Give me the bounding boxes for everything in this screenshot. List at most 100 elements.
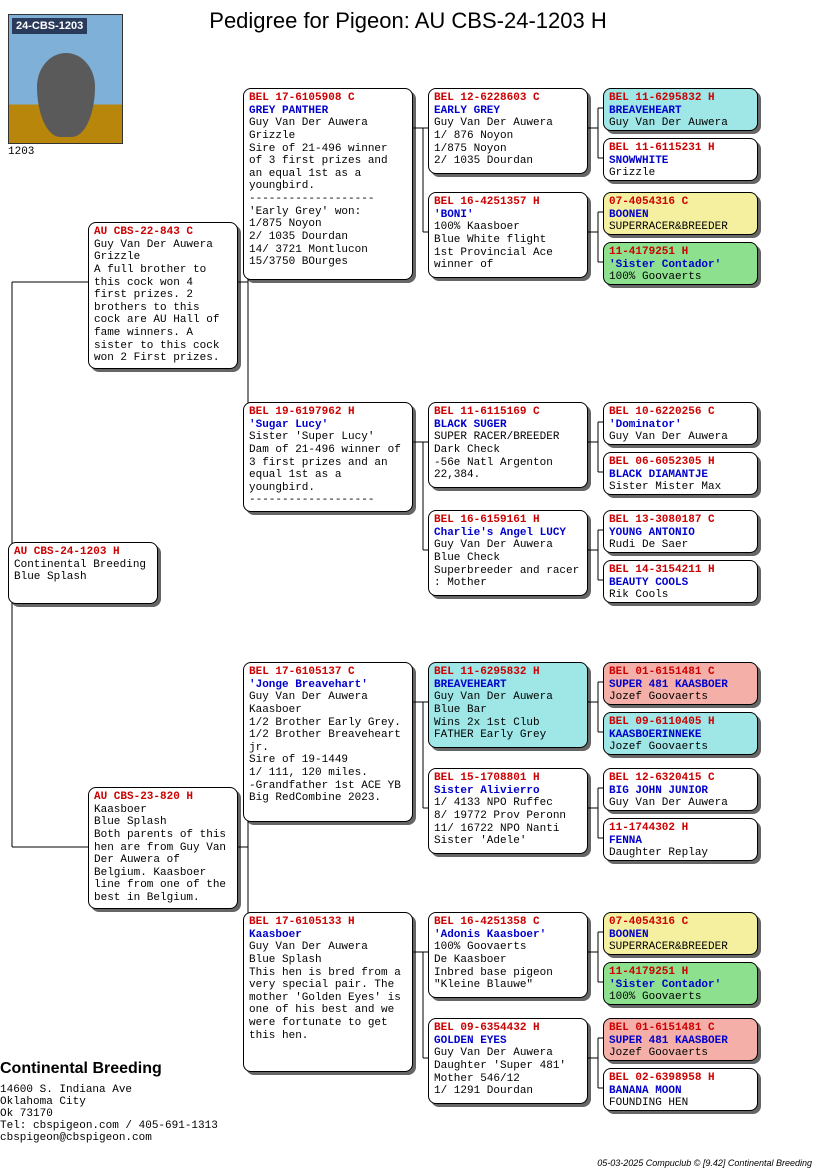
- ring-number: BEL 15-1708801 H: [434, 772, 582, 785]
- company-block: Continental Breeding 14600 S. Indiana Av…: [0, 1060, 218, 1144]
- ring-number: BEL 02-6398958 H: [609, 1072, 752, 1085]
- pigeon-name: BREAVEHEART: [434, 679, 582, 692]
- grandparent-box: BEL 19-6197962 H'Sugar Lucy'Sister 'Supe…: [243, 402, 413, 512]
- gggp-box: 07-4054316 CBOONENSUPERRACER&BREEDER: [603, 912, 758, 955]
- ring-number: BEL 14-3154211 H: [609, 564, 752, 577]
- gggp-box: 07-4054316 CBOONENSUPERRACER&BREEDER: [603, 192, 758, 235]
- ring-number: 11-1744302 H: [609, 822, 752, 835]
- pigeon-name: 'Sugar Lucy': [249, 419, 407, 432]
- pedigree-grid: AU CBS-24-1203 HContinental BreedingBlue…: [8, 42, 808, 1132]
- pigeon-name: BOONEN: [609, 929, 752, 942]
- ring-number: BEL 13-3080187 C: [609, 514, 752, 527]
- pigeon-desc: Rudi De Saer: [609, 539, 752, 552]
- subject-box: AU CBS-24-1203 HContinental BreedingBlue…: [8, 542, 158, 604]
- company-name: Continental Breeding: [0, 1060, 218, 1078]
- ring-number: 07-4054316 C: [609, 916, 752, 929]
- pigeon-name: SUPER 481 KAASBOER: [609, 679, 752, 692]
- ring-number: BEL 12-6320415 C: [609, 772, 752, 785]
- pigeon-name: BEAUTY COOLS: [609, 577, 752, 590]
- ring-number: BEL 01-6151481 C: [609, 666, 752, 679]
- ring-number: BEL 17-6105137 C: [249, 666, 407, 679]
- pigeon-desc: Guy Van Der AuweraGrizzleSire of 21-496 …: [249, 117, 407, 269]
- ring-number: 07-4054316 C: [609, 196, 752, 209]
- ring-number: AU CBS-22-843 C: [94, 226, 232, 239]
- great-grandparent-box: BEL 16-4251357 H'BONI'100% KaasboerBlue …: [428, 192, 588, 278]
- photo-band-label: 24-CBS-1203: [12, 18, 87, 34]
- pigeon-name: BOONEN: [609, 209, 752, 222]
- pigeon-name: Sister Alivierro: [434, 785, 582, 798]
- dam-box: AU CBS-23-820 HKaasboerBlue SplashBoth p…: [88, 787, 238, 909]
- pigeon-name: BLACK DIAMANTJE: [609, 469, 752, 482]
- page-footer: 05-03-2025 Compuclub © [9.42] Continenta…: [597, 1158, 812, 1168]
- pigeon-name: 'BONI': [434, 209, 582, 222]
- ring-number: BEL 16-4251358 C: [434, 916, 582, 929]
- pigeon-desc: Guy Van Der AuweraGrizzleA full brother …: [94, 239, 232, 365]
- ring-number: BEL 11-6115169 C: [434, 406, 582, 419]
- pigeon-name: 'Jonge Breavehart': [249, 679, 407, 692]
- pigeon-name: GOLDEN EYES: [434, 1035, 582, 1048]
- ring-number: BEL 09-6110405 H: [609, 716, 752, 729]
- pigeon-desc: Guy Van Der Auwera: [609, 117, 752, 130]
- pigeon-desc: Rik Cools: [609, 589, 752, 602]
- company-tel: Tel: cbspigeon.com / 405-691-1313: [0, 1120, 218, 1132]
- great-grandparent-box: BEL 15-1708801 HSister Alivierro1/ 4133 …: [428, 768, 588, 854]
- pigeon-desc: SUPER RACER/BREEDERDark Check-56e Natl A…: [434, 431, 582, 482]
- pigeon-desc: 100% GoovaertsDe KaasboerInbred base pig…: [434, 941, 582, 992]
- pigeon-name: FENNA: [609, 835, 752, 848]
- gggp-box: BEL 11-6295832 HBREAVEHEARTGuy Van Der A…: [603, 88, 758, 131]
- pigeon-desc: KaasboerBlue SplashBoth parents of this …: [94, 804, 232, 905]
- great-grandparent-box: BEL 16-6159161 HCharlie's Angel LUCYGuy …: [428, 510, 588, 596]
- ring-number: BEL 19-6197962 H: [249, 406, 407, 419]
- ring-number: BEL 17-6105908 C: [249, 92, 407, 105]
- pigeon-name: BREAVEHEART: [609, 105, 752, 118]
- pigeon-name: EARLY GREY: [434, 105, 582, 118]
- pigeon-desc: SUPERRACER&BREEDER: [609, 221, 752, 234]
- gggp-box: BEL 06-6052305 HBLACK DIAMANTJESister Mi…: [603, 452, 758, 495]
- page-title: Pedigree for Pigeon: AU CBS-24-1203 H: [8, 8, 808, 34]
- ring-number: AU CBS-23-820 H: [94, 791, 232, 804]
- gggp-box: BEL 11-6115231 HSNOWWHITEGrizzle: [603, 138, 758, 181]
- pigeon-desc: Guy Van Der AuweraKaasboer1/2 Brother Ea…: [249, 691, 407, 805]
- great-grandparent-box: BEL 16-4251358 C'Adonis Kaasboer'100% Go…: [428, 912, 588, 998]
- pigeon-name: Charlie's Angel LUCY: [434, 527, 582, 540]
- pigeon-desc: Jozef Goovaerts: [609, 1047, 752, 1060]
- company-addr1: 14600 S. Indiana Ave: [0, 1084, 218, 1096]
- ring-number: BEL 01-6151481 C: [609, 1022, 752, 1035]
- pigeon-name: SNOWWHITE: [609, 155, 752, 168]
- ring-number: BEL 16-4251357 H: [434, 196, 582, 209]
- great-grandparent-box: BEL 11-6295832 HBREAVEHEARTGuy Van Der A…: [428, 662, 588, 748]
- pigeon-name: BANANA MOON: [609, 1085, 752, 1098]
- pigeon-desc: Guy Van Der Auwera: [609, 431, 752, 444]
- gggp-box: 11-4179251 H'Sister Contador'100% Goovae…: [603, 242, 758, 285]
- company-email: cbspigeon@cbspigeon.com: [0, 1132, 218, 1144]
- ring-number: BEL 11-6115231 H: [609, 142, 752, 155]
- pigeon-name: 'Dominator': [609, 419, 752, 432]
- gggp-box: BEL 10-6220256 C'Dominator'Guy Van Der A…: [603, 402, 758, 445]
- grandparent-box: BEL 17-6105133 HKaasboerGuy Van Der Auwe…: [243, 912, 413, 1072]
- pigeon-desc: 1/ 4133 NPO Ruffec8/ 19772 Prov Peronn11…: [434, 797, 582, 848]
- pigeon-desc: Grizzle: [609, 167, 752, 180]
- pigeon-name: SUPER 481 KAASBOER: [609, 1035, 752, 1048]
- grandparent-box: BEL 17-6105908 CGREY PANTHERGuy Van Der …: [243, 88, 413, 280]
- pigeon-desc: Guy Van Der AuweraDaughter 'Super 481'Mo…: [434, 1047, 582, 1098]
- pigeon-desc: Continental BreedingBlue Splash: [14, 559, 152, 584]
- pigeon-desc: 100% Goovaerts: [609, 991, 752, 1004]
- ring-number: 11-4179251 H: [609, 966, 752, 979]
- pigeon-name: GREY PANTHER: [249, 105, 407, 118]
- gggp-box: BEL 12-6320415 CBIG JOHN JUNIORGuy Van D…: [603, 768, 758, 811]
- pigeon-desc: Sister 'Super Lucy'Dam of 21-496 winner …: [249, 431, 407, 507]
- gggp-box: BEL 14-3154211 HBEAUTY COOLSRik Cools: [603, 560, 758, 603]
- great-grandparent-box: BEL 12-6228603 CEARLY GREYGuy Van Der Au…: [428, 88, 588, 174]
- pigeon-name: 'Adonis Kaasboer': [434, 929, 582, 942]
- ring-number: AU CBS-24-1203 H: [14, 546, 152, 559]
- pigeon-desc: Jozef Goovaerts: [609, 741, 752, 754]
- pigeon-desc: Guy Van Der AuweraBlue BarWins 2x 1st Cl…: [434, 691, 582, 742]
- pigeon-name: 'Sister Contador': [609, 979, 752, 992]
- sire-box: AU CBS-22-843 CGuy Van Der AuweraGrizzle…: [88, 222, 238, 369]
- ring-number: BEL 11-6295832 H: [609, 92, 752, 105]
- pigeon-desc: SUPERRACER&BREEDER: [609, 941, 752, 954]
- company-addr3: Ok 73170: [0, 1108, 218, 1120]
- gggp-box: BEL 13-3080187 CYOUNG ANTONIORudi De Sae…: [603, 510, 758, 553]
- ring-number: BEL 09-6354432 H: [434, 1022, 582, 1035]
- ring-number: BEL 06-6052305 H: [609, 456, 752, 469]
